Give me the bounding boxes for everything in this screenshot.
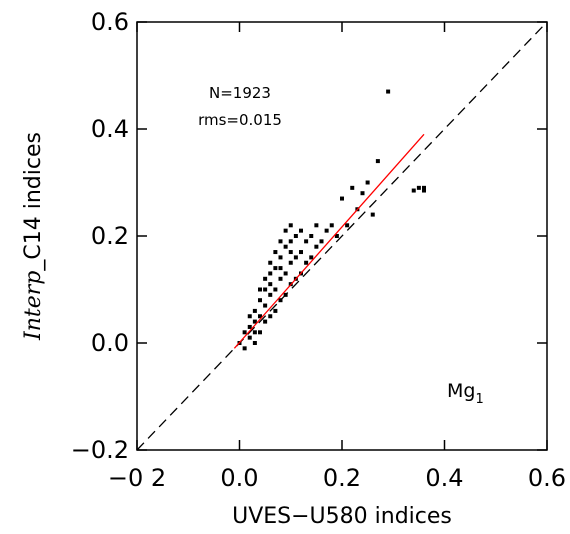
y-tick-label: 0.4 [91,115,129,143]
point [258,314,262,319]
x-tick-label: 0.0 [220,464,258,492]
point [288,260,293,265]
point [242,330,247,335]
point [252,330,257,335]
point [268,314,273,319]
x-tick-label: 0.6 [528,464,566,492]
panel-label-sub: 1 [475,392,483,407]
point [350,185,355,190]
point [242,346,247,351]
annotation: N=1923 [209,84,271,102]
y-tick-label: 0.0 [91,329,129,357]
point [293,234,298,238]
point [273,250,278,255]
point [329,223,334,228]
point [365,180,370,185]
point [263,319,268,324]
point [247,324,252,329]
point [299,228,303,233]
point [283,228,288,233]
point [268,271,273,276]
point [319,239,324,244]
point [375,159,380,164]
point [314,223,319,228]
point [263,276,268,281]
point [268,292,273,297]
x-tick-label: 0.2 [323,464,361,492]
panel-label: Mg1 [447,380,484,407]
point [416,185,421,190]
panel-label-text: Mg [447,380,475,402]
x-tick-label: −0 2 [108,464,166,492]
x-tick-label: 0.4 [425,464,463,492]
x-axis-label: UVES−U580 indices [232,504,452,529]
point [360,191,365,196]
y-tick-label: 0.6 [91,8,129,36]
point [283,244,288,249]
point [258,330,262,335]
point [258,287,262,292]
point [386,89,391,94]
point [278,255,283,260]
point [334,234,339,238]
point [278,266,283,271]
point [309,234,314,238]
reference-line [136,21,548,451]
point [258,298,262,303]
point [252,308,257,313]
point [273,266,278,271]
y-axis-label-rest: _C14 indices [21,132,46,272]
point [293,255,298,260]
point [288,250,293,255]
point [263,287,268,292]
point [304,239,309,244]
fit-line [233,133,425,349]
point [252,341,257,345]
point [283,292,288,297]
point [268,260,273,265]
annotation: rms=0.015 [198,111,282,129]
point [314,244,319,249]
point [247,314,252,319]
point [278,239,283,244]
point [304,260,309,265]
point [422,185,426,190]
point [345,223,350,228]
point [252,319,257,324]
point [278,276,283,281]
point [278,298,283,303]
point [288,223,293,228]
point [273,287,278,292]
point [299,250,303,255]
point [247,335,252,340]
point [288,239,293,244]
point [283,271,288,276]
y-tick-label: −0.2 [71,436,129,464]
point [324,228,329,233]
point [340,196,344,201]
point [370,212,375,217]
y-axis-label: Interp_C14 indices [21,132,46,341]
point [268,282,273,287]
point [422,188,426,193]
y-axis-label-italic: Interp [21,271,46,341]
point [309,255,314,260]
point [263,303,268,308]
point [411,188,416,193]
y-tick-label: 0.2 [91,222,129,250]
point [273,308,278,313]
